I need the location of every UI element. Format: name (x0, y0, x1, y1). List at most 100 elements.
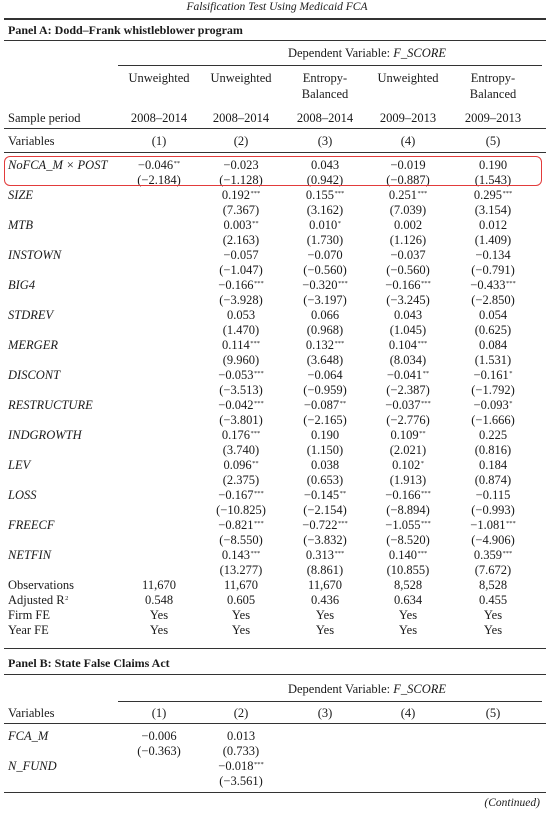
variable-name: MTB (8, 218, 33, 232)
coefficient: 0.251*** (388, 188, 428, 202)
significance-stars: *** (502, 550, 513, 557)
coefficient: 0.132*** (305, 338, 345, 352)
coefficient: 0.038 (310, 458, 340, 472)
coefficient: 0.012 (478, 218, 508, 232)
stat-value: Yes (149, 623, 169, 637)
coefficient: −0.046** (137, 158, 181, 172)
t-statistic: (1.045) (389, 323, 427, 337)
significance-stars: *** (420, 520, 431, 527)
coefficient: −0.057 (223, 248, 259, 262)
column-number: (1) (151, 134, 167, 148)
sample-period: 2008–2014 (130, 111, 188, 125)
coefficient: −0.320*** (302, 278, 348, 292)
significance-stars: * (420, 460, 424, 467)
coefficient: −0.722*** (302, 518, 348, 532)
stat-value: 0.455 (478, 593, 508, 607)
t-statistic: (−3.832) (303, 533, 347, 547)
t-statistic: (1.150) (306, 443, 344, 457)
significance-stars: *** (420, 280, 431, 287)
t-statistic: (0.942) (306, 173, 344, 187)
significance-stars: ** (252, 460, 259, 467)
coefficient: 0.109** (390, 428, 426, 442)
weighting-header: Unweighted (210, 71, 272, 85)
coefficient: 0.192*** (221, 188, 261, 202)
stat-value: Yes (483, 608, 503, 622)
coefficient: 0.190 (478, 158, 508, 172)
panel-a-depvar-rule (118, 65, 542, 66)
coefficient: −0.041** (386, 368, 430, 382)
top-rule (4, 18, 546, 20)
t-statistic: (8.861) (306, 563, 344, 577)
t-statistic: (−2.184) (137, 173, 181, 187)
coefficient: 0.190 (310, 428, 340, 442)
coefficient: −0.006 (141, 729, 177, 743)
variable-name: RESTRUCTURE (8, 398, 93, 412)
panel-b-top-rule (4, 648, 546, 649)
stat-value: Yes (231, 623, 251, 637)
variable-name: INSTOWN (8, 248, 62, 262)
stat-label: Firm FE (8, 608, 51, 622)
stat-label: Year FE (8, 623, 49, 637)
t-statistic: (2.021) (389, 443, 427, 457)
coefficient: −1.055*** (385, 518, 431, 532)
t-statistic: (−8.520) (386, 533, 430, 547)
coefficient: 0.184 (478, 458, 508, 472)
t-statistic: (1.470) (222, 323, 260, 337)
stat-label: Observations (8, 578, 74, 592)
coefficient: 0.143*** (221, 548, 261, 562)
coefficient: 0.155*** (305, 188, 345, 202)
variable-name: BIG4 (8, 278, 36, 292)
t-statistic: (−0.959) (303, 383, 347, 397)
significance-stars: *** (337, 520, 348, 527)
t-statistic: (−1.792) (471, 383, 515, 397)
coefficient: −0.167*** (218, 488, 264, 502)
panel-a-dependent-variable: Dependent Variable: F_SCORE (202, 46, 532, 61)
t-statistic: (3.162) (306, 203, 344, 217)
t-statistic: (10.855) (386, 563, 430, 577)
significance-stars: *** (505, 520, 516, 527)
t-statistic: (2.163) (222, 233, 260, 247)
coefficient: −0.023 (223, 158, 259, 172)
t-statistic: (0.968) (306, 323, 344, 337)
column-number: (4) (400, 134, 416, 148)
t-statistic: (−4.906) (471, 533, 515, 547)
coefficient: 0.054 (478, 308, 508, 322)
variables-label: Variables (8, 134, 55, 148)
depvar-name: F_SCORE (393, 682, 447, 696)
t-statistic: (−2.387) (386, 383, 430, 397)
variable-name: FCA_M (8, 729, 49, 743)
coefficient: −0.053*** (218, 368, 264, 382)
sample-period: 2008–2014 (212, 111, 270, 125)
significance-stars: * (509, 370, 513, 377)
stat-value: 11,670 (142, 578, 176, 592)
sample-period-label: Sample period (8, 111, 81, 125)
depvar-prefix: Dependent Variable: (287, 682, 394, 696)
significance-stars: *** (505, 280, 516, 287)
t-statistic: (−0.791) (471, 263, 515, 277)
stat-value: Yes (398, 608, 418, 622)
column-number: (3) (317, 134, 333, 148)
t-statistic: (1.409) (474, 233, 512, 247)
stat-label: Adjusted R2 (8, 593, 69, 607)
coefficient: −0.087** (303, 398, 347, 412)
stat-value: 0.605 (226, 593, 256, 607)
t-statistic: (−3.928) (219, 293, 263, 307)
coefficient: −0.037*** (385, 398, 431, 412)
coefficient: 0.084 (478, 338, 508, 352)
t-statistic: (−0.363) (137, 744, 181, 758)
t-statistic: (−1.666) (471, 413, 515, 427)
panel-b-dependent-variable: Dependent Variable: F_SCORE (202, 682, 532, 697)
stat-value: 8,528 (393, 578, 423, 592)
depvar-name: F_SCORE (393, 46, 447, 60)
significance-stars: ** (252, 220, 259, 227)
stat-value: Yes (231, 608, 251, 622)
significance-stars: *** (420, 400, 431, 407)
coefficient: 0.010* (309, 218, 341, 232)
column-number: (3) (317, 706, 333, 720)
coefficient: −0.064 (307, 368, 343, 382)
t-statistic: (3.154) (474, 203, 512, 217)
significance-stars: *** (334, 340, 345, 347)
coefficient: 0.043 (310, 158, 340, 172)
variable-name: MERGER (8, 338, 58, 352)
header-rule (4, 128, 546, 129)
